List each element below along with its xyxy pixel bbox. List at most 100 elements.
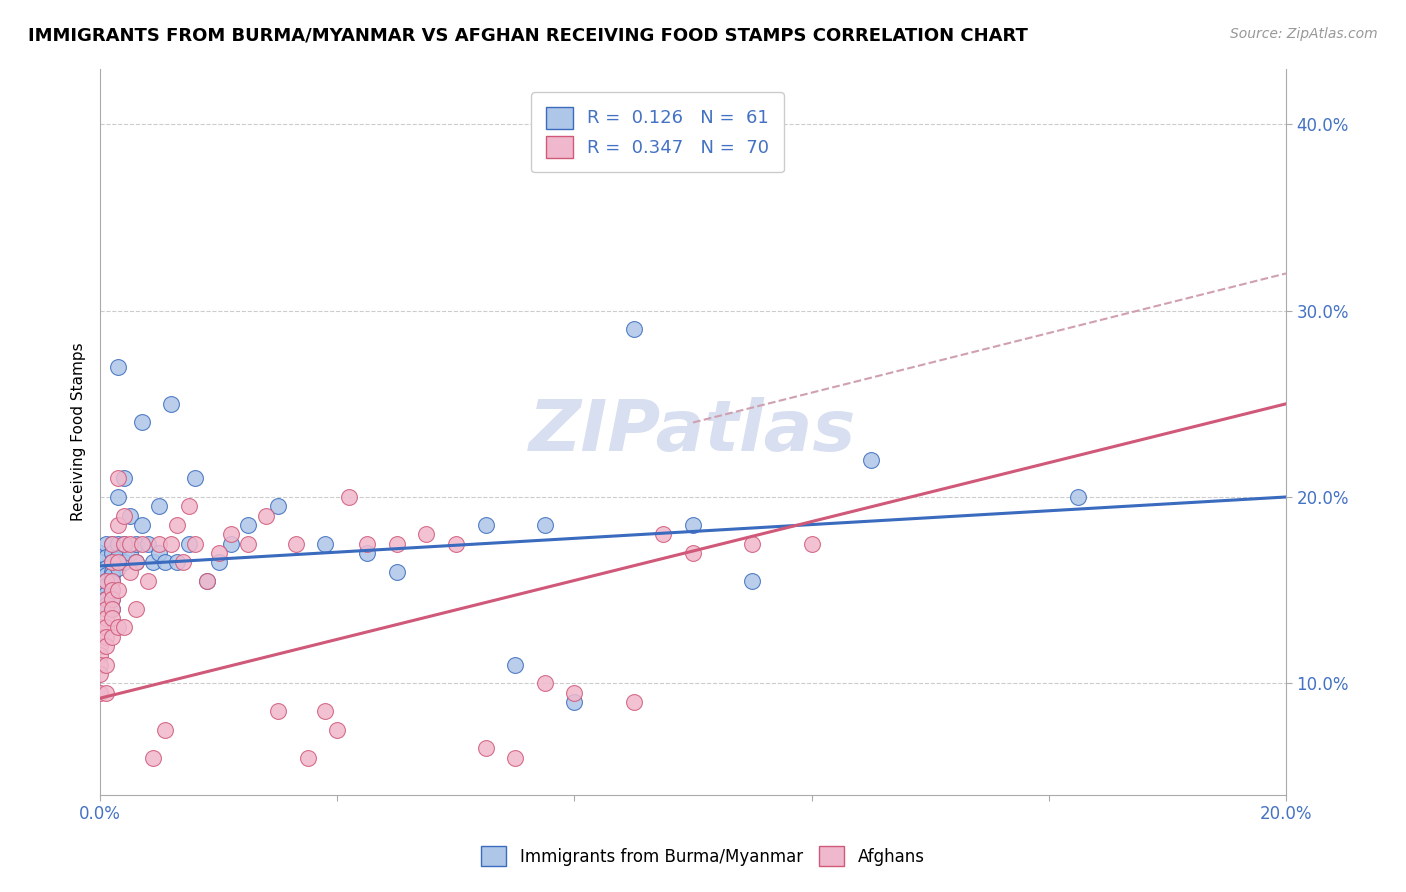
Point <box>172 555 194 569</box>
Point <box>177 536 200 550</box>
Point <box>533 676 555 690</box>
Point <box>107 561 129 575</box>
Point <box>101 565 124 579</box>
Point <box>125 601 148 615</box>
Point <box>503 751 526 765</box>
Point <box>94 568 117 582</box>
Point <box>89 565 111 579</box>
Point <box>444 536 467 550</box>
Point <box>94 601 117 615</box>
Point <box>118 565 141 579</box>
Point <box>131 416 153 430</box>
Point <box>741 536 763 550</box>
Point <box>184 471 207 485</box>
Point <box>184 536 207 550</box>
Point <box>160 397 183 411</box>
Point <box>94 592 117 607</box>
Text: ZIPatlas: ZIPatlas <box>529 397 856 467</box>
Text: Source: ZipAtlas.com: Source: ZipAtlas.com <box>1230 27 1378 41</box>
Point <box>564 685 586 699</box>
Point <box>89 555 111 569</box>
Point <box>385 565 408 579</box>
Point <box>474 517 496 532</box>
Point <box>112 620 135 634</box>
Point <box>112 471 135 485</box>
Point <box>385 536 408 550</box>
Point <box>741 574 763 588</box>
Point <box>148 536 170 550</box>
Point <box>131 517 153 532</box>
Point <box>326 723 349 737</box>
Point <box>503 657 526 672</box>
Point <box>238 517 260 532</box>
Point <box>89 667 111 681</box>
Point <box>94 685 117 699</box>
Point <box>118 508 141 523</box>
Point <box>284 536 307 550</box>
Point <box>356 536 378 550</box>
Point <box>101 601 124 615</box>
Point <box>682 546 704 560</box>
Point <box>195 574 218 588</box>
Point <box>219 527 242 541</box>
Point <box>564 695 586 709</box>
Point <box>415 527 437 541</box>
Point <box>89 639 111 653</box>
Point <box>155 555 177 569</box>
Point <box>107 536 129 550</box>
Point <box>254 508 277 523</box>
Point <box>474 741 496 756</box>
Point <box>652 527 675 541</box>
Point <box>94 630 117 644</box>
Point <box>101 536 124 550</box>
Legend: R =  0.126   N =  61, R =  0.347   N =  70: R = 0.126 N = 61, R = 0.347 N = 70 <box>531 92 783 172</box>
Point <box>94 536 117 550</box>
Point <box>166 555 188 569</box>
Point <box>160 536 183 550</box>
Point <box>107 583 129 598</box>
Text: IMMIGRANTS FROM BURMA/MYANMAR VS AFGHAN RECEIVING FOOD STAMPS CORRELATION CHART: IMMIGRANTS FROM BURMA/MYANMAR VS AFGHAN … <box>28 27 1028 45</box>
Point <box>800 536 823 550</box>
Point <box>533 517 555 532</box>
Point <box>94 592 117 607</box>
Point <box>112 536 135 550</box>
Point <box>101 574 124 588</box>
Point <box>101 630 124 644</box>
Point <box>1067 490 1090 504</box>
Point <box>166 517 188 532</box>
Point <box>101 592 124 607</box>
Point <box>112 555 135 569</box>
Point <box>89 648 111 663</box>
Point <box>101 568 124 582</box>
Point <box>131 536 153 550</box>
Point <box>107 517 129 532</box>
Point <box>125 536 148 550</box>
Point <box>208 546 231 560</box>
Point <box>314 536 336 550</box>
Point <box>107 471 129 485</box>
Point <box>682 517 704 532</box>
Point <box>101 555 124 569</box>
Point <box>94 620 117 634</box>
Point <box>94 611 117 625</box>
Point <box>101 583 124 598</box>
Point <box>101 574 124 588</box>
Point <box>94 657 117 672</box>
Point <box>136 536 159 550</box>
Point <box>142 751 165 765</box>
Point <box>107 620 129 634</box>
Point <box>94 579 117 593</box>
Point <box>94 574 117 588</box>
Point <box>89 657 111 672</box>
Point <box>148 500 170 514</box>
Legend: Immigrants from Burma/Myanmar, Afghans: Immigrants from Burma/Myanmar, Afghans <box>472 838 934 875</box>
Point <box>125 555 148 569</box>
Point <box>238 536 260 550</box>
Point <box>155 723 177 737</box>
Point <box>107 555 129 569</box>
Point <box>107 359 129 374</box>
Point <box>107 490 129 504</box>
Point <box>148 546 170 560</box>
Point <box>89 630 111 644</box>
Point <box>859 452 882 467</box>
